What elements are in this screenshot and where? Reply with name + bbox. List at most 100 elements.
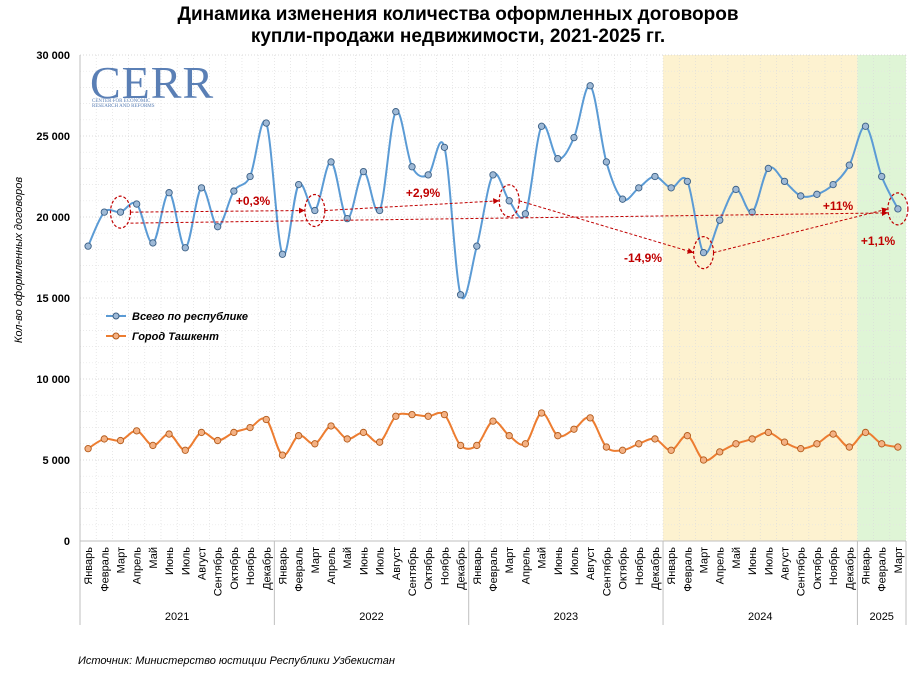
cerr-logo: CERR CENTER FOR ECONOMIC RESEARCH AND RE…: [90, 57, 213, 109]
x-tick-label: Август: [780, 547, 792, 580]
point-republic: [813, 190, 821, 198]
point-republic: [165, 189, 173, 197]
x-tick-label: Март: [893, 547, 905, 573]
y-axis: 0 5 000 10 000 15 000 20 000 25 000 30 000: [36, 50, 81, 548]
point-tashkent: [716, 448, 724, 456]
point-republic: [473, 242, 481, 250]
y-tick-label: 30 000: [36, 50, 70, 62]
x-tick-label: Август: [196, 547, 208, 580]
point-republic: [780, 177, 789, 186]
point-tashkent: [246, 423, 254, 432]
point-republic: [456, 291, 465, 299]
logo-subtitle-1: CENTER FOR ECONOMIC: [92, 99, 151, 104]
point-republic: [294, 180, 303, 189]
point-tashkent: [100, 435, 108, 443]
x-tick-label: Февраль: [488, 547, 500, 592]
point-tashkent: [327, 422, 335, 430]
point-republic: [586, 82, 594, 90]
point-tashkent: [84, 445, 92, 453]
point-tashkent: [829, 430, 837, 438]
point-republic: [230, 187, 238, 195]
point-tashkent: [667, 446, 675, 454]
point-republic: [197, 184, 206, 192]
x-tick-label: Ноябрь: [245, 547, 257, 585]
point-republic: [732, 185, 740, 194]
point-tashkent: [230, 428, 238, 437]
x-tick-label: Апрель: [715, 547, 727, 585]
point-tashkent: [521, 440, 530, 448]
y-tick-label: 10 000: [36, 374, 70, 386]
x-tick-label: Май: [731, 547, 743, 569]
x-tick-label: Август: [585, 547, 597, 580]
point-tashkent: [748, 435, 756, 443]
point-republic: [699, 248, 708, 257]
x-tick-label: Февраль: [682, 547, 694, 592]
point-tashkent: [618, 446, 627, 454]
x-tick-label: Январь: [83, 547, 95, 585]
x-tick-label: Апрель: [326, 547, 338, 585]
point-republic: [635, 184, 643, 192]
point-tashkent: [473, 441, 481, 450]
legend-label-tashkent: Город Ташкент: [132, 331, 219, 343]
annotation-arrow: [324, 198, 500, 212]
legend-label-republic: Всего по республике: [132, 311, 248, 323]
point-tashkent: [586, 414, 594, 422]
x-tick-label: Декабрь: [844, 547, 856, 590]
x-tick-label: Февраль: [294, 547, 306, 592]
x-axis: Январь Февраль Март Апрель Май Июнь Июль Август…: [79, 540, 907, 625]
x-tick-label: Апрель: [132, 547, 144, 585]
point-republic: [618, 195, 627, 203]
year-label: 2023: [554, 611, 578, 623]
x-tick-label: Июнь: [358, 547, 370, 575]
point-republic: [667, 184, 675, 192]
x-tick-label: Июль: [569, 547, 581, 575]
point-republic: [392, 108, 400, 116]
point-republic: [829, 180, 837, 189]
annotation-label: +0,3%: [236, 194, 271, 208]
point-tashkent: [343, 435, 351, 443]
annotation-label: +2,9%: [406, 186, 441, 200]
point-tashkent: [861, 428, 870, 437]
point-tashkent: [651, 435, 659, 443]
x-tick-label: Июль: [180, 547, 192, 575]
point-tashkent: [780, 438, 789, 446]
x-tick-label: Декабрь: [456, 547, 468, 590]
annotation-arrow: [130, 209, 888, 224]
x-tick-label: Октябрь: [229, 547, 241, 590]
x-tick-label: Февраль: [877, 547, 889, 592]
source-note: Источник: Министерство юстиции Республик…: [78, 655, 395, 667]
year-label: 2022: [359, 611, 383, 623]
grid-lines: [79, 54, 907, 542]
x-tick-label: Декабрь: [261, 547, 273, 590]
point-republic: [748, 208, 756, 216]
legend: Всего по республике Город Ташкент: [106, 311, 248, 343]
point-republic: [683, 177, 692, 186]
annotation-label: +11%: [823, 199, 854, 213]
point-republic: [845, 161, 853, 169]
point-tashkent: [537, 409, 546, 417]
point-republic: [246, 172, 254, 181]
point-republic: [440, 143, 449, 151]
x-tick-label: Октябрь: [812, 547, 824, 590]
point-tashkent: [197, 428, 206, 437]
point-tashkent: [424, 412, 432, 420]
point-republic: [343, 214, 351, 223]
x-tick-label: Январь: [472, 547, 484, 585]
point-republic: [489, 171, 497, 179]
x-tick-label: Май: [537, 547, 549, 569]
point-tashkent: [440, 410, 449, 419]
point-tashkent: [408, 410, 416, 419]
data-series: [84, 82, 902, 464]
x-tick-label: Январь: [666, 547, 678, 585]
year-label: 2024: [748, 611, 772, 623]
y-tick-label: 20 000: [36, 212, 70, 224]
x-tick-label: Декабрь: [650, 547, 662, 590]
point-tashkent: [392, 412, 400, 420]
point-republic: [894, 205, 902, 213]
point-tashkent: [294, 432, 303, 440]
y-tick-label: 0: [64, 536, 70, 548]
point-republic: [133, 200, 141, 208]
legend-marker-republic: [112, 312, 120, 320]
legend-marker-tashkent: [112, 332, 120, 340]
x-tick-label: Июль: [763, 547, 775, 575]
